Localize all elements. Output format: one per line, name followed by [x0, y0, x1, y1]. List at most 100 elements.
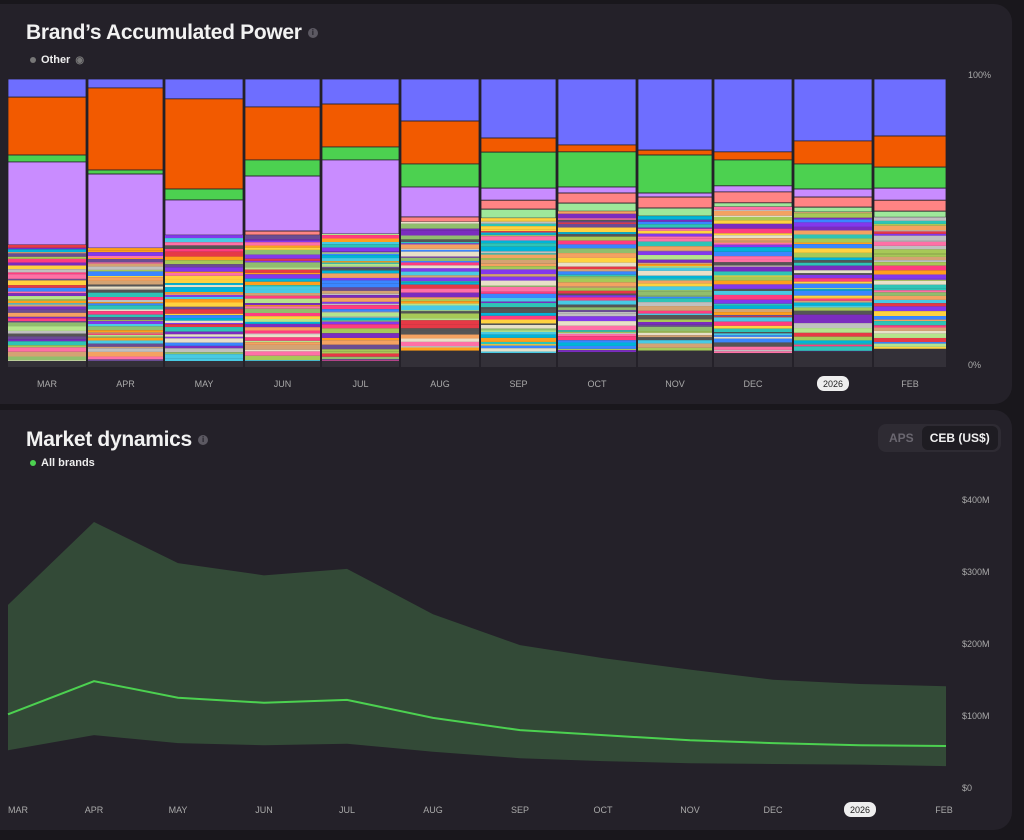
- bar-segment-other: [165, 313, 243, 316]
- bar-segment-other: [401, 268, 479, 272]
- bar-segment-other: [8, 244, 86, 248]
- bar-segment-brand-purple: [793, 188, 873, 198]
- bar-segment-other: [8, 262, 86, 266]
- bar-segment-other: [874, 254, 946, 257]
- bar-segment-other: [401, 334, 479, 339]
- bar-segment-other: [481, 274, 556, 277]
- x-tick-label: NOV: [665, 379, 685, 389]
- bar-segment-brand-salmon: [713, 191, 793, 204]
- bar-segment-other: [88, 280, 163, 285]
- bar-segment-other: [245, 293, 320, 296]
- bar-segment-other: [8, 309, 86, 313]
- bar-segment-other: [165, 322, 243, 325]
- bar-segment-other: [481, 351, 556, 353]
- bar-segment-other: [558, 213, 636, 219]
- bar-segment-other: [401, 338, 479, 342]
- bar-segment-other: [794, 273, 872, 275]
- info-icon[interactable]: i: [307, 28, 318, 39]
- bar-segment-other: [322, 311, 399, 313]
- bar-segment-other: [638, 340, 712, 344]
- bar-segment-brand-purple: [400, 186, 480, 218]
- bar-segment-other: [245, 242, 320, 246]
- bar-segment-other: [481, 319, 556, 324]
- bar-segment-other: [165, 235, 243, 239]
- bar-segment-other: [638, 233, 712, 237]
- bar-segment-other: [481, 280, 556, 286]
- legend-other[interactable]: Other ◉: [30, 54, 84, 66]
- bar-segment-other: [8, 287, 86, 292]
- bar-segment-other: [88, 317, 163, 321]
- bar-segment-other: [874, 325, 946, 328]
- bar-segment-other: [88, 320, 163, 322]
- bar-segment-other: [165, 294, 243, 297]
- bar-segment-other: [322, 320, 399, 322]
- x-tick-label: MAY: [169, 805, 188, 815]
- info-icon[interactable]: i: [197, 435, 208, 446]
- legend-dot: [30, 57, 36, 63]
- market-title: Market dynamics i: [26, 428, 208, 452]
- bar-segment-other: [558, 278, 636, 283]
- bar-segment-other: [874, 319, 946, 322]
- bar-segment-other: [245, 351, 320, 356]
- bar-segment-brand-salmon: [873, 199, 947, 212]
- bar-segment-other: [874, 290, 946, 293]
- bar-segment-other: [8, 285, 86, 288]
- bar-segment-other: [558, 331, 636, 333]
- bar-segment-other: [245, 340, 320, 343]
- bar-segment-other: [8, 336, 86, 340]
- bar-segment-brand-green: [637, 154, 713, 194]
- x-tick-label: JUN: [274, 379, 292, 389]
- bar-segment-other: [794, 302, 872, 306]
- bar-segment-other: [322, 351, 399, 354]
- bar-segment-other: [8, 341, 86, 346]
- bar-segment-brand-orange: [873, 135, 947, 168]
- bar-segment-other: [245, 342, 320, 345]
- bar-segment-other: [88, 262, 163, 264]
- bar-segment-other: [322, 316, 399, 318]
- bar-segment-other: [88, 288, 163, 290]
- bar-segment-other: [874, 303, 946, 307]
- bar-segment-other: [322, 290, 399, 294]
- bar-segment-other: [558, 290, 636, 294]
- bar-segment-other: [714, 259, 792, 263]
- x-tick-label: MAR: [8, 805, 29, 815]
- bar-segment-brand-green: [873, 166, 947, 189]
- bar-segment-other: [714, 223, 792, 229]
- bar-segment-other: [245, 295, 320, 299]
- x-tick-label: AUG: [423, 805, 443, 815]
- bar-segment-other: [322, 344, 399, 350]
- bar-segment-other: [638, 228, 712, 231]
- bar-segment-other: [245, 321, 320, 324]
- bar-segment-other: [165, 309, 243, 314]
- bar-segment-other: [558, 342, 636, 346]
- bar-segment-other: [401, 341, 479, 347]
- bar-segment-other: [714, 336, 792, 339]
- bar-segment-other: [638, 221, 712, 225]
- bar-segment-other: [638, 319, 712, 323]
- eye-icon[interactable]: ◉: [75, 54, 85, 66]
- bar-segment-other: [165, 331, 243, 335]
- bar-segment-other: [638, 331, 712, 333]
- bar-segment-other: [794, 270, 872, 274]
- bar-segment-other: [874, 265, 946, 271]
- bar-segment-other: [401, 241, 479, 244]
- bar-segment-other: [638, 267, 712, 271]
- bar-segment-brand-blue: [557, 78, 637, 146]
- bar-segment-other: [165, 324, 243, 328]
- metric-toggle[interactable]: APS CEB (US$): [878, 424, 1001, 452]
- bar-segment-other: [558, 345, 636, 349]
- legend-all-brands[interactable]: All brands: [30, 457, 95, 469]
- bar-segment-brand-purple: [557, 186, 637, 194]
- bar-segment-other: [874, 311, 946, 317]
- bar-segment-brand-orange: [321, 103, 400, 148]
- toggle-ceb[interactable]: CEB (US$): [921, 426, 998, 450]
- bar-segment-other: [245, 334, 320, 338]
- bar-segment-other: [88, 334, 163, 337]
- bar-segment-other: [558, 248, 636, 254]
- bar-segment-other: [245, 355, 320, 361]
- bar-segment-other: [481, 223, 556, 227]
- bar-segment-other: [322, 262, 399, 264]
- bar-segment-other: [165, 242, 243, 246]
- toggle-aps[interactable]: APS: [889, 431, 914, 445]
- bar-segment-other: [794, 314, 872, 320]
